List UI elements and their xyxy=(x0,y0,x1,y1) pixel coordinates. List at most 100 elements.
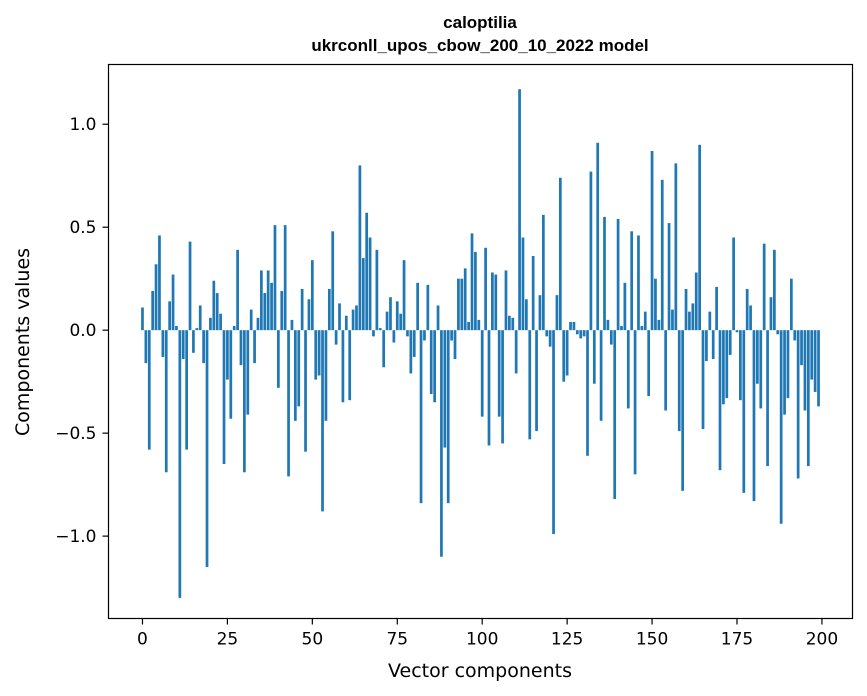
bar-186 xyxy=(773,249,776,331)
bar-79 xyxy=(409,330,413,374)
bar-114 xyxy=(528,330,532,440)
bar-40 xyxy=(277,330,280,388)
bar-178 xyxy=(745,288,749,331)
bar-83 xyxy=(423,330,426,341)
bar-12 xyxy=(181,330,185,359)
bar-64 xyxy=(358,165,362,331)
bar-82 xyxy=(419,330,423,504)
bar-139 xyxy=(613,330,617,500)
bar-34 xyxy=(256,317,260,331)
bar-162 xyxy=(691,303,695,331)
bar-195 xyxy=(803,330,807,411)
bar-108 xyxy=(508,315,511,331)
bar-65 xyxy=(361,258,365,331)
bar-87 xyxy=(436,305,440,331)
bar-199 xyxy=(817,330,820,407)
bar-17 xyxy=(198,305,202,331)
y-tick-label: −1.0 xyxy=(55,527,96,547)
bar-15 xyxy=(192,330,195,353)
bar-188 xyxy=(779,330,783,524)
bar-80 xyxy=(412,330,416,357)
bar-147 xyxy=(640,326,644,331)
bar-52 xyxy=(317,330,321,376)
bar-47 xyxy=(300,288,304,331)
bar-175 xyxy=(735,330,739,333)
bar-19 xyxy=(205,330,209,568)
bar-129 xyxy=(579,330,583,339)
bar-72 xyxy=(385,311,389,331)
x-tick-label: 100 xyxy=(466,630,498,650)
bar-26 xyxy=(229,330,233,419)
bar-69 xyxy=(375,249,379,331)
bar-30 xyxy=(243,330,246,473)
bar-116 xyxy=(535,330,538,432)
bar-117 xyxy=(538,295,542,331)
bar-158 xyxy=(677,330,681,432)
bar-88 xyxy=(440,330,443,557)
bar-150 xyxy=(650,151,654,331)
bar-35 xyxy=(260,270,263,331)
bar-134 xyxy=(596,142,600,331)
bar-42 xyxy=(283,225,287,331)
bar-21 xyxy=(212,280,216,331)
x-axis: 0 25 50 75 100 125 150 175 200 xyxy=(137,618,838,650)
bar-125 xyxy=(565,330,569,376)
bar-98 xyxy=(474,251,477,331)
bar-67 xyxy=(368,237,372,331)
bar-148 xyxy=(643,311,647,331)
bar-45 xyxy=(293,330,297,421)
bar-84 xyxy=(426,284,430,331)
bar-33 xyxy=(253,330,256,364)
bar-131 xyxy=(586,330,589,456)
bar-194 xyxy=(800,330,803,366)
bar-112 xyxy=(521,237,525,331)
bar-4 xyxy=(154,264,158,331)
bar-61 xyxy=(348,330,352,401)
bar-153 xyxy=(660,179,664,331)
y-tick-label: 0.5 xyxy=(69,218,96,238)
bar-119 xyxy=(545,330,549,337)
bar-37 xyxy=(266,270,270,331)
x-tick-label: 200 xyxy=(806,630,838,650)
bar-138 xyxy=(609,330,613,345)
bar-132 xyxy=(589,171,593,331)
bar-192 xyxy=(793,330,797,341)
bar-58 xyxy=(338,303,341,331)
y-axis-label: Components values xyxy=(12,248,34,436)
bar-123 xyxy=(558,177,562,331)
bar-122 xyxy=(555,295,559,331)
bar-128 xyxy=(575,330,579,335)
bar-13 xyxy=(185,330,188,450)
bar-164 xyxy=(698,144,701,331)
bar-41 xyxy=(280,291,284,331)
bar-182 xyxy=(759,330,763,409)
bar-59 xyxy=(341,330,345,403)
bar-189 xyxy=(783,330,786,415)
bar-73 xyxy=(389,297,392,331)
bar-86 xyxy=(433,330,436,403)
bar-144 xyxy=(630,231,634,331)
bar-32 xyxy=(249,309,253,331)
bar-141 xyxy=(620,326,623,331)
bar-165 xyxy=(701,330,705,430)
bar-179 xyxy=(749,305,752,331)
bar-176 xyxy=(739,330,742,401)
bar-115 xyxy=(531,256,535,331)
bar-55 xyxy=(327,288,331,331)
bar-78 xyxy=(406,330,409,337)
x-tick-label: 25 xyxy=(217,630,239,650)
bar-102 xyxy=(487,330,491,446)
bar-172 xyxy=(725,330,729,399)
bar-54 xyxy=(324,330,328,421)
bar-57 xyxy=(334,330,338,345)
bar-74 xyxy=(392,330,396,343)
x-tick-label: 150 xyxy=(636,630,668,650)
bar-23 xyxy=(219,313,222,331)
bar-70 xyxy=(378,328,382,331)
bar-18 xyxy=(202,330,205,364)
bar-133 xyxy=(592,330,596,384)
bar-46 xyxy=(297,330,301,407)
bar-77 xyxy=(402,260,406,331)
bar-10 xyxy=(175,326,178,331)
